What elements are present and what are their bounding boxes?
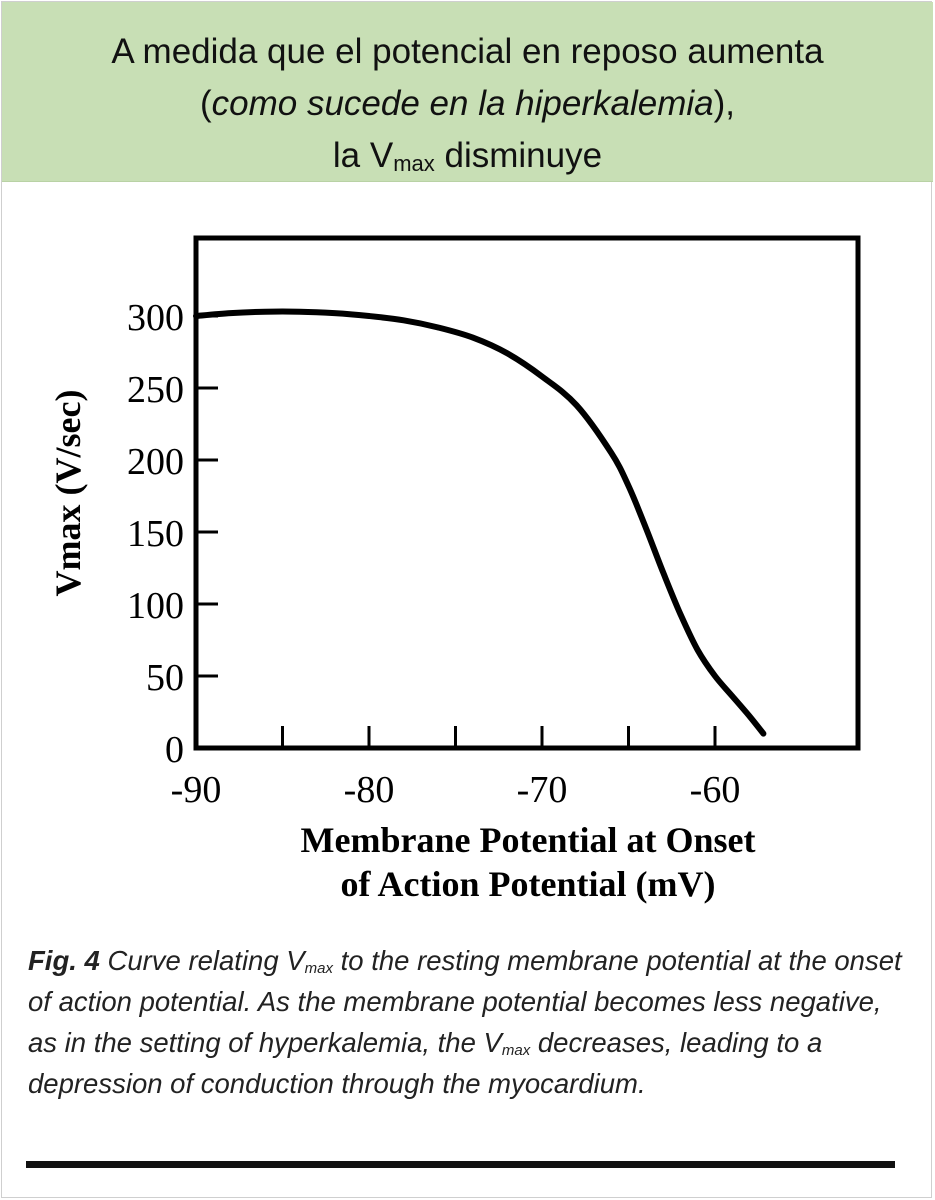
caption-text-a: Curve relating V	[99, 945, 305, 976]
y-tick-label: 300	[127, 297, 184, 339]
x-axis-ticks: -90 -80 -70 -60	[171, 726, 741, 811]
vmax-chart: 0 50 100 150 200 250 300 -90 -80 -70 -60 Vmax (V/…	[48, 235, 861, 904]
series-line	[193, 308, 767, 737]
banner-line-2: (como sucede en la hiperkalemia),	[2, 78, 933, 130]
y-tick-label: 50	[146, 657, 184, 699]
bottom-rule	[26, 1161, 895, 1168]
y-tick-label: 100	[127, 585, 184, 627]
caption-text-c: decreases, leading to a depression of co…	[28, 1027, 823, 1099]
banner-paren-open: (	[200, 84, 212, 123]
caption-fig-label: Fig. 4	[28, 945, 100, 976]
banner-line-1: A medida que el potencial en reposo aume…	[111, 32, 824, 71]
y-tick-label: 250	[127, 369, 184, 411]
x-axis-label-line-2: of Action Potential (mV)	[341, 864, 716, 904]
banner-italic-text: como sucede en la hiperkalemia	[211, 84, 714, 123]
banner-line-3-sub: max	[393, 151, 435, 176]
banner-line-3-post: disminuye	[434, 136, 603, 175]
y-tick-label: 0	[165, 729, 184, 771]
y-axis-label: Vmax (V/sec)	[48, 390, 88, 597]
banner-paren-close: ),	[713, 84, 735, 123]
banner-line-3: la Vmax disminuye	[2, 130, 933, 182]
caption-sub-a: max	[304, 960, 333, 977]
x-tick-label: -80	[344, 769, 395, 811]
y-tick-label: 200	[127, 441, 184, 483]
plot-frame	[193, 235, 861, 751]
x-tick-label: -90	[171, 769, 222, 811]
banner-line-3-pre: la V	[332, 136, 394, 175]
caption-sub-b: max	[501, 1042, 531, 1059]
y-axis-ticks: 0 50 100 150 200 250 300	[127, 297, 218, 771]
series-layer	[193, 308, 767, 737]
caption-text-b: to the resting membrane potential at the…	[28, 945, 902, 1058]
figure-caption: Fig. 4 Curve relating Vmax to the restin…	[28, 940, 908, 1104]
x-tick-label: -60	[690, 769, 741, 811]
title-banner: A medida que el potencial en reposo aume…	[2, 2, 933, 182]
x-axis-label-line-1: Membrane Potential at Onset	[301, 820, 756, 860]
y-tick-label: 150	[127, 513, 184, 555]
x-tick-label: -70	[517, 769, 568, 811]
